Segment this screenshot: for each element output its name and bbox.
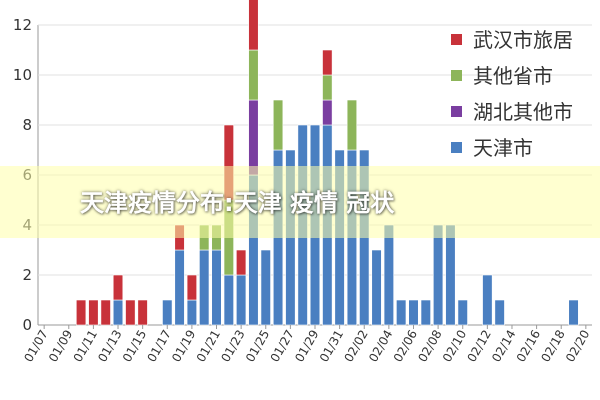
- bar-segment: [260, 249, 271, 326]
- legend-label: 天津市: [473, 136, 533, 160]
- legend-label: 其他省市: [473, 64, 553, 88]
- bar-segment: [322, 99, 333, 126]
- bar-segment: [174, 249, 185, 326]
- bar-segment: [248, 0, 259, 51]
- bar-segment: [457, 299, 468, 326]
- legend-swatch: [451, 106, 462, 117]
- y-tick-label: 0: [22, 316, 32, 334]
- bar-segment: [371, 249, 382, 326]
- x-tick-label: 01/13: [95, 328, 124, 365]
- bar-segment: [248, 49, 259, 101]
- x-tick-label: 02/20: [563, 328, 592, 365]
- bar-segment: [346, 99, 358, 151]
- legend-label: 武汉市旅居: [473, 28, 573, 52]
- bar-segment: [137, 299, 148, 326]
- x-tick-label: 02/12: [465, 328, 494, 365]
- bar-segment: [186, 274, 197, 301]
- bar-segment: [494, 299, 505, 326]
- bar-segment: [322, 74, 333, 101]
- legend-swatch: [451, 142, 462, 153]
- y-tick-label: 8: [22, 116, 32, 134]
- x-tick-label: 01/25: [243, 328, 272, 365]
- bar-segment: [248, 99, 259, 176]
- x-tick-label: 01/31: [317, 328, 346, 365]
- bar-segment: [420, 299, 431, 326]
- watermark-band: [0, 166, 600, 238]
- x-tick-label: 02/08: [415, 328, 444, 365]
- bar-segment: [408, 299, 419, 326]
- bar-segment: [396, 299, 407, 326]
- bar-segment: [445, 224, 456, 326]
- x-tick-label: 01/29: [292, 328, 321, 365]
- x-tick-label: 02/06: [391, 328, 420, 365]
- x-tick-label: 01/15: [120, 328, 149, 365]
- x-tick-label: 02/02: [341, 328, 370, 365]
- bar-segment: [223, 274, 234, 326]
- bar-segment: [482, 274, 493, 326]
- legend-label: 湖北其他市: [473, 100, 573, 124]
- bar-segment: [272, 99, 284, 151]
- y-tick-label: 2: [22, 266, 32, 284]
- x-tick-label: 01/09: [46, 328, 75, 365]
- bar-segment: [568, 299, 579, 326]
- x-tick-label: 01/23: [218, 328, 247, 365]
- bar-segment: [100, 299, 111, 326]
- y-tick-label: 10: [13, 66, 32, 84]
- bar-segment: [112, 274, 124, 301]
- bar-segment: [125, 299, 136, 326]
- bar-segment: [211, 249, 222, 326]
- bar-segment: [236, 249, 247, 276]
- y-tick-label: 12: [13, 16, 32, 34]
- x-tick-label: 01/19: [169, 328, 198, 365]
- bar-segment: [75, 299, 87, 326]
- watermark-text: 天津疫情分布:天津 疫情 冠状: [80, 189, 395, 217]
- legend-swatch: [451, 70, 462, 81]
- bar-segment: [162, 299, 173, 326]
- x-tick-label: 01/21: [194, 328, 223, 365]
- x-tick-label: 01/17: [144, 328, 173, 365]
- bar-segment: [383, 224, 394, 326]
- x-axis-ticks: 01/0701/0901/1101/1301/1501/1701/1901/21…: [21, 325, 592, 364]
- bar-segment: [112, 299, 124, 326]
- x-tick-label: 02/04: [366, 328, 395, 365]
- x-tick-label: 02/16: [514, 328, 543, 365]
- bar-segment: [322, 49, 333, 76]
- bar-segment: [186, 299, 197, 326]
- bar-segment: [88, 299, 99, 326]
- x-tick-label: 02/10: [440, 328, 469, 365]
- x-tick-label: 02/14: [489, 328, 518, 365]
- bar-segment: [199, 249, 210, 326]
- legend-swatch: [451, 34, 462, 45]
- bar-segment: [236, 274, 247, 326]
- x-tick-label: 01/11: [71, 328, 100, 365]
- bar-segment: [433, 224, 444, 326]
- x-tick-label: 01/27: [268, 328, 297, 365]
- x-tick-label: 02/18: [538, 328, 567, 365]
